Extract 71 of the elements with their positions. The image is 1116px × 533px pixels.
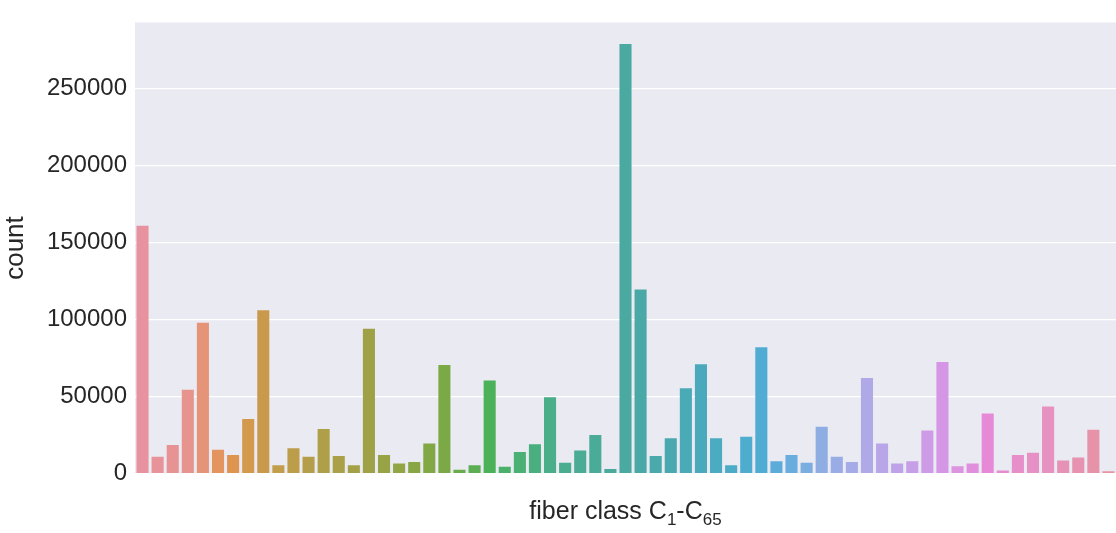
bar: [906, 461, 919, 473]
bar: [800, 462, 813, 473]
bar: [242, 418, 255, 473]
bar: [1042, 406, 1055, 473]
bar: [649, 455, 662, 473]
bar: [559, 462, 572, 473]
y-tick-label: 100000: [46, 304, 127, 332]
bar: [876, 443, 889, 473]
y-tick-label: 150000: [46, 227, 127, 255]
bar: [845, 462, 858, 473]
bar: [966, 463, 979, 473]
bar: [393, 463, 406, 473]
bar: [362, 328, 375, 473]
bar: [211, 449, 225, 473]
bar: [408, 462, 421, 473]
bar: [951, 466, 964, 473]
bar: [196, 322, 209, 473]
bar: [347, 465, 360, 473]
bar: [1026, 452, 1040, 473]
bar: [257, 310, 270, 473]
bar: [528, 444, 541, 473]
bar: [1057, 460, 1070, 473]
y-tick-label: 200000: [46, 150, 127, 178]
bar: [423, 443, 436, 473]
bar: [634, 289, 647, 473]
bar: [483, 380, 496, 473]
bar: [498, 466, 511, 473]
bar: [785, 455, 798, 473]
bar: [725, 465, 738, 473]
bar: [377, 455, 391, 473]
bar: [181, 389, 194, 473]
bar: [468, 465, 481, 473]
bar: [740, 436, 753, 473]
y-axis-title: count: [0, 215, 29, 280]
bar: [453, 469, 466, 473]
bar: [151, 456, 164, 473]
bar: [710, 438, 723, 473]
bar: [830, 456, 843, 473]
bar: [891, 463, 904, 473]
bar: [679, 388, 692, 473]
bar: [136, 225, 149, 473]
bar: [755, 347, 768, 473]
y-tick-label: 250000: [46, 73, 127, 101]
bar: [544, 397, 557, 473]
bar: [332, 455, 345, 473]
bar: [166, 445, 179, 473]
bar: [574, 450, 587, 473]
bar: [815, 426, 828, 473]
bar: [589, 435, 602, 473]
bar: [227, 455, 240, 473]
bar: [604, 468, 617, 473]
y-tick-label: 50000: [60, 381, 127, 409]
bar: [317, 428, 330, 473]
x-axis-title: fiber class C$_{1}$-C$_{65}$: [528, 496, 723, 530]
bar: [302, 456, 315, 473]
y-tick-label: 0: [113, 458, 127, 486]
bar: [1072, 457, 1085, 473]
bar: [981, 413, 994, 473]
bar: [770, 461, 783, 473]
bar: [1087, 429, 1100, 473]
bar: [272, 465, 285, 473]
bar: [513, 452, 526, 473]
bar: [664, 438, 677, 473]
bar: [438, 365, 451, 473]
bar: [287, 448, 300, 473]
bar: [936, 361, 949, 473]
bar: [619, 43, 632, 473]
bar: [860, 378, 874, 473]
bar: [1011, 455, 1024, 473]
bar: [694, 364, 707, 473]
bar: [921, 430, 934, 473]
